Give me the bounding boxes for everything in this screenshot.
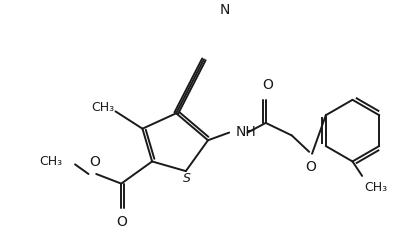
Text: O: O [116,215,127,229]
Text: O: O [262,78,273,92]
Text: O: O [305,159,317,174]
Text: CH₃: CH₃ [91,101,115,114]
Text: O: O [89,155,100,169]
Text: S: S [183,172,191,185]
Text: CH₃: CH₃ [39,155,63,168]
Text: NH: NH [236,124,256,139]
Text: N: N [220,3,230,17]
Text: CH₃: CH₃ [364,181,387,194]
